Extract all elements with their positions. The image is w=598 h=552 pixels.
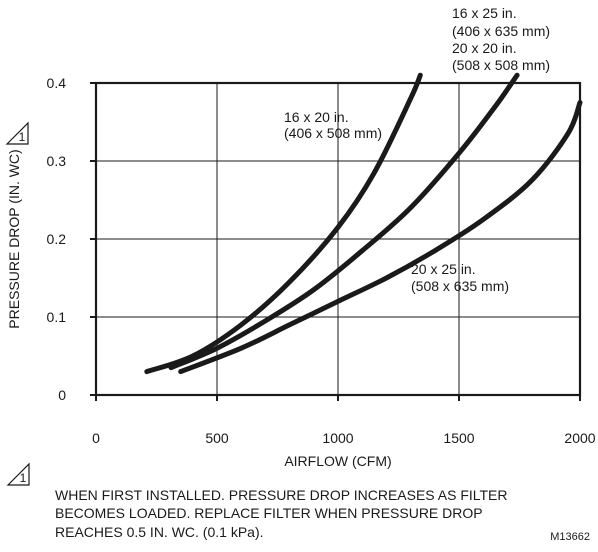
footnote-marker-number: 1 xyxy=(20,471,27,485)
footnote-line-2: BECOMES LOADED. REPLACE FILTER WHEN PRES… xyxy=(55,505,483,521)
warning-triangle-icon: 1 xyxy=(5,121,29,145)
footnote-line-1: WHEN FIRST INSTALLED. PRESSURE DROP INCR… xyxy=(55,487,508,503)
chart-grid xyxy=(90,81,582,401)
series-line-3 xyxy=(178,100,583,375)
marker-number: 1 xyxy=(19,130,26,144)
series-line-1 xyxy=(144,72,423,375)
x-tick-label-3: 1500 xyxy=(443,430,474,446)
x-tick-label-1: 500 xyxy=(205,430,229,446)
x-tick-label-0: 0 xyxy=(92,430,100,446)
y-axis-title: PRESSURE DROP (IN. WC) xyxy=(6,149,22,328)
y-tick-label-1: 0.1 xyxy=(47,309,67,325)
x-tick-label-2: 1000 xyxy=(322,430,353,446)
series-1-label-line-1: 16 x 20 in. xyxy=(284,109,349,125)
series-1-label-line-2: (406 x 508 mm) xyxy=(284,125,382,141)
series-2-label-line-1: 16 x 25 in. xyxy=(452,5,517,21)
x-axis-title: AIRFLOW (CFM) xyxy=(284,453,391,469)
y-tick-label-2: 0.2 xyxy=(47,231,67,247)
series-2-label-line-3: 20 x 20 in. xyxy=(452,40,517,56)
y-tick-labels: 0 0.1 0.2 0.3 0.4 xyxy=(47,75,67,403)
series-3-label-line-2: (508 x 635 mm) xyxy=(411,278,509,294)
x-tick-label-4: 2000 xyxy=(564,430,595,446)
figure-id: M13662 xyxy=(550,531,590,543)
footnote-triangle-icon: 1 xyxy=(6,462,30,486)
y-tick-label-3: 0.3 xyxy=(47,153,67,169)
series-lines xyxy=(144,72,583,375)
series-line-2 xyxy=(168,72,520,371)
y-tick-label-0: 0 xyxy=(58,387,66,403)
x-tick-labels: 0 500 1000 1500 2000 xyxy=(92,430,596,446)
y-tick-label-4: 0.4 xyxy=(47,75,67,91)
series-2-label-line-2: (406 x 635 mm) xyxy=(452,23,550,39)
footnote-line-3: REACHES 0.5 IN. WC. (0.1 kPa). xyxy=(55,524,264,540)
series-2-label-line-4: (508 x 508 mm) xyxy=(452,57,550,73)
series-3-label-line-1: 20 x 25 in. xyxy=(411,261,476,277)
